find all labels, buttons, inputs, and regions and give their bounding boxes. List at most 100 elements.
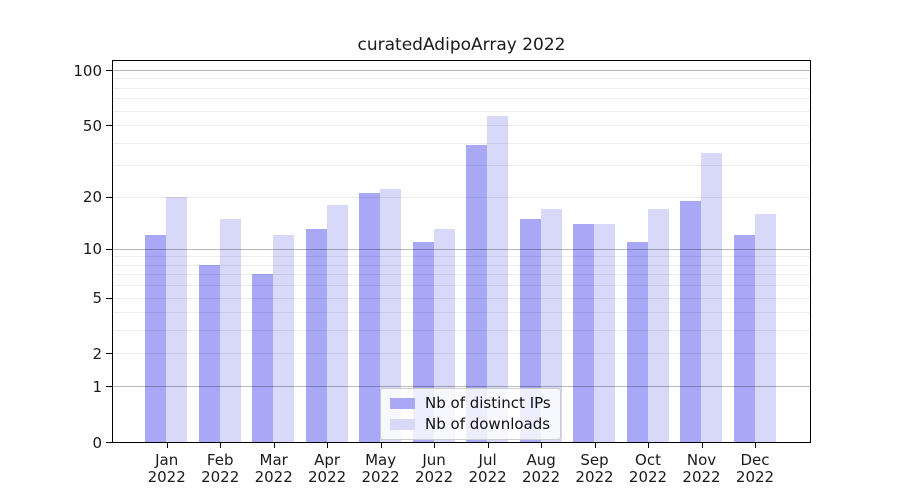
x-label-month: Jan — [155, 451, 179, 469]
bar-distinct-ips-dec — [733, 235, 755, 442]
gridline-minor-3 — [113, 330, 810, 332]
x-label-month: May — [365, 451, 397, 469]
x-label-month: Oct — [635, 451, 661, 469]
y-tick-label-10: 10 — [82, 240, 102, 259]
gridline-minor-60 — [113, 110, 810, 112]
gridline-minor-90 — [113, 78, 810, 80]
legend-swatch-distinct-ips — [390, 397, 415, 409]
x-label-year: 2022 — [575, 468, 614, 486]
y-tick-0 — [106, 442, 112, 443]
x-tick-jun — [434, 443, 436, 448]
y-tick-5 — [106, 297, 112, 299]
x-tick-jan — [166, 443, 168, 448]
x-tick-oct — [648, 443, 649, 448]
bar-downloads-jan — [166, 196, 188, 442]
y-tick-label-2: 2 — [92, 344, 102, 363]
gridline-major-10 — [113, 248, 810, 250]
y-tick-label-5: 5 — [92, 289, 102, 308]
x-tick-jul — [487, 443, 489, 448]
y-tick-label-50: 50 — [82, 116, 102, 135]
x-label-year: 2022 — [522, 468, 561, 486]
bar-downloads-aug — [540, 209, 562, 442]
gridline-minor-4 — [113, 312, 810, 314]
x-label-year: 2022 — [468, 468, 507, 486]
x-tick-dec — [755, 443, 756, 448]
y-tick-50 — [106, 125, 112, 127]
bar-distinct-ips-nov — [680, 200, 701, 442]
legend-item-distinct-ips: Nb of distinct IPs — [390, 394, 551, 412]
x-label-jul: Jul 2022 — [460, 452, 516, 486]
x-label-jun: Jun 2022 — [406, 452, 462, 486]
gridline-minor-70 — [113, 98, 810, 100]
x-label-month: Jul — [478, 451, 497, 469]
bar-downloads-sep — [594, 223, 615, 442]
plot-area: Nb of distinct IPs Nb of downloads — [112, 60, 811, 443]
x-label-year: 2022 — [147, 468, 186, 486]
x-label-mar: Mar 2022 — [246, 452, 302, 486]
gridline-minor-8 — [113, 264, 810, 266]
gridline-minor-30 — [113, 165, 810, 167]
y-tick-label-1: 1 — [92, 377, 102, 396]
x-label-year: 2022 — [254, 468, 293, 486]
x-label-sep: Sep 2022 — [567, 452, 623, 486]
x-label-aug: Aug 2022 — [513, 452, 569, 486]
bar-distinct-ips-jan — [145, 235, 167, 442]
bar-downloads-oct — [647, 209, 669, 442]
x-label-oct: Oct 2022 — [620, 452, 676, 486]
gridline-minor-2 — [113, 353, 810, 355]
x-label-year: 2022 — [735, 468, 775, 486]
gridline-minor-6 — [113, 285, 810, 287]
bar-downloads-feb — [219, 218, 241, 442]
x-label-month: Feb — [206, 451, 234, 469]
x-label-nov: Nov 2022 — [674, 452, 730, 486]
y-tick-label-0: 0 — [92, 433, 102, 452]
x-label-year: 2022 — [415, 468, 454, 486]
x-tick-aug — [541, 443, 543, 448]
bar-distinct-ips-jul — [466, 144, 488, 442]
x-tick-mar — [273, 443, 275, 448]
y-tick-20 — [106, 196, 112, 198]
x-label-month: Jun — [422, 451, 446, 469]
bar-distinct-ips-oct — [626, 241, 648, 442]
y-tick-label-20: 20 — [82, 188, 102, 207]
bar-downloads-apr — [326, 204, 348, 442]
gridline-minor-20 — [113, 196, 810, 198]
bar-distinct-ips-feb — [198, 264, 220, 442]
bar-distinct-ips-sep — [573, 223, 594, 442]
legend-item-downloads: Nb of downloads — [390, 415, 551, 433]
x-label-year: 2022 — [308, 468, 347, 486]
x-label-month: Aug — [526, 451, 556, 469]
x-label-month: Nov — [686, 451, 717, 469]
x-tick-nov — [701, 443, 703, 448]
legend-label-downloads: Nb of downloads — [425, 415, 551, 433]
x-label-month: Mar — [259, 451, 288, 469]
x-label-month: Dec — [740, 451, 770, 469]
x-tick-may — [380, 443, 382, 448]
legend: Nb of distinct IPs Nb of downloads — [380, 388, 561, 440]
x-label-year: 2022 — [682, 468, 721, 486]
bar-distinct-ips-aug — [519, 218, 541, 442]
x-tick-apr — [327, 443, 329, 448]
gridline-minor-40 — [113, 142, 810, 144]
gridline-major-100 — [113, 70, 810, 71]
gridline-minor-50 — [113, 125, 810, 127]
bar-downloads-dec — [754, 213, 776, 442]
bar-downloads-may — [380, 189, 402, 442]
chart-title: curatedAdipoArray 2022 — [357, 35, 566, 55]
legend-swatch-downloads — [390, 418, 415, 430]
legend-label-distinct-ips: Nb of distinct IPs — [425, 394, 551, 412]
gridline-minor-5 — [113, 297, 810, 299]
x-label-year: 2022 — [628, 468, 668, 486]
x-label-year: 2022 — [361, 468, 400, 486]
y-tick-2 — [106, 353, 112, 355]
x-tick-feb — [220, 443, 222, 448]
x-label-dec: Dec 2022 — [727, 452, 783, 486]
gridline-major-1 — [113, 386, 810, 388]
y-tick-label-100: 100 — [73, 61, 102, 80]
gridline-minor-80 — [113, 87, 810, 89]
y-tick-100 — [106, 70, 112, 71]
bar-downloads-nov — [701, 153, 722, 442]
x-tick-sep — [594, 443, 596, 448]
bar-downloads-jul — [487, 116, 509, 442]
